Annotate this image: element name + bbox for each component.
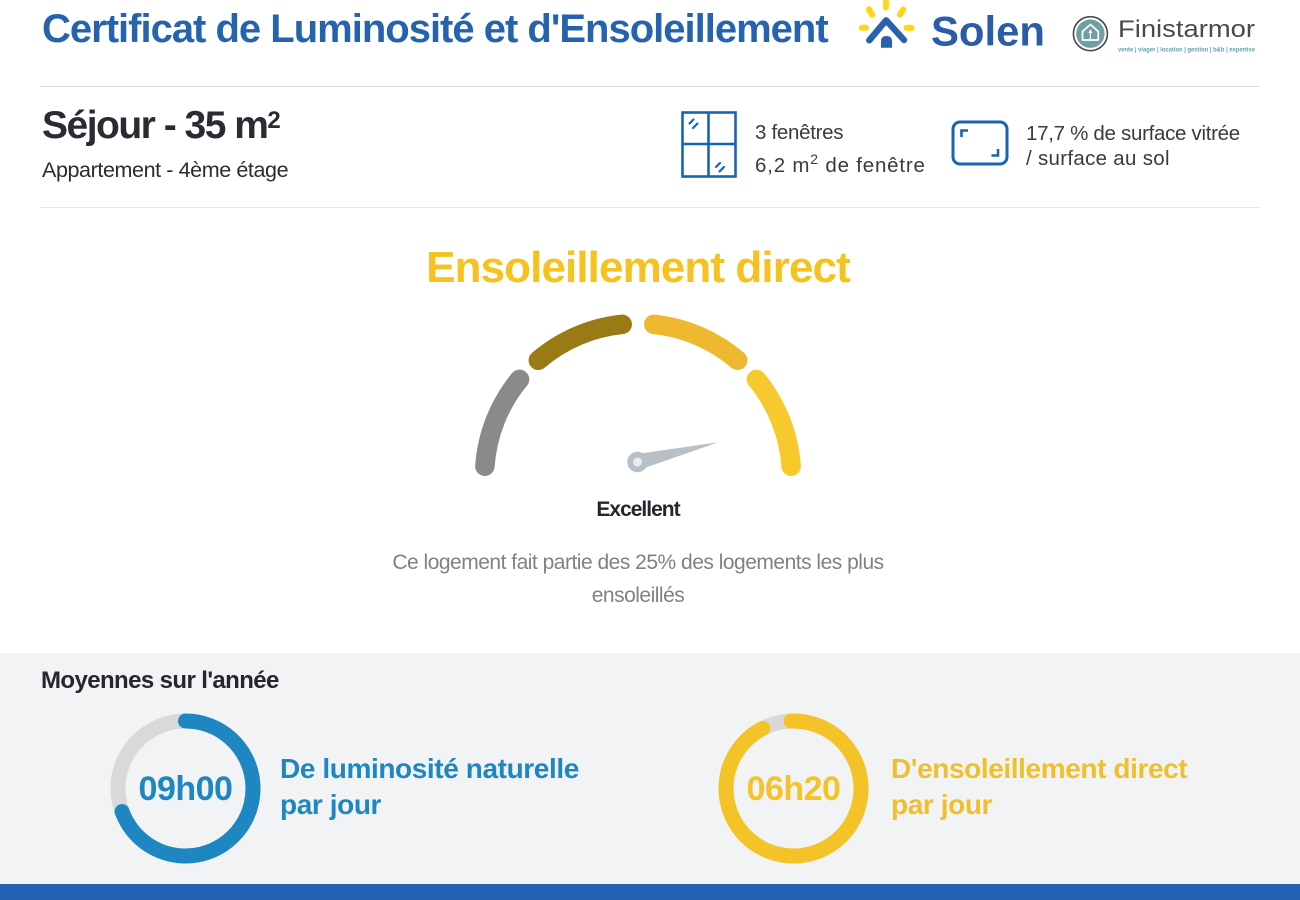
svg-text:Solen: Solen (931, 8, 1045, 55)
svg-text:06h20: 06h20 (747, 770, 841, 808)
svg-text:09h00: 09h00 (139, 770, 233, 808)
svg-text:Finistarmor: Finistarmor (1118, 16, 1255, 43)
svg-text:vente | viager | location | ge: vente | viager | location | gestion | b&… (1118, 47, 1255, 54)
